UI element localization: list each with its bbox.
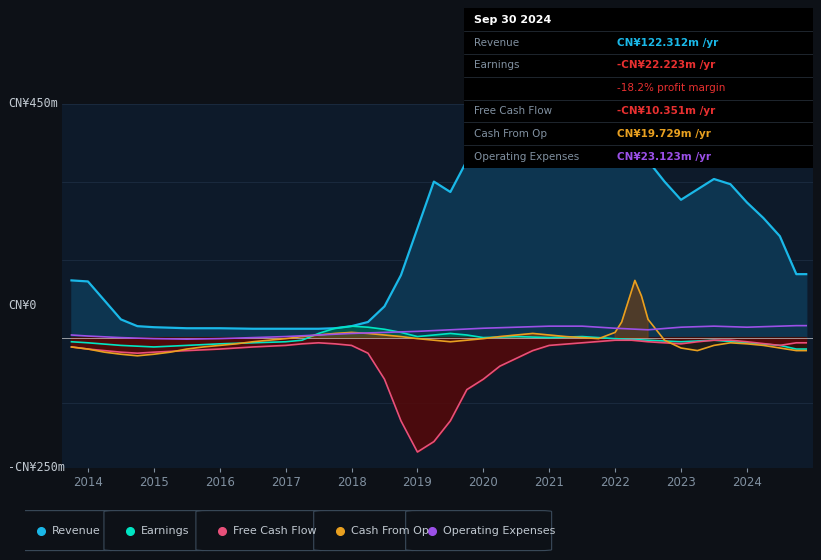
Text: CN¥19.729m /yr: CN¥19.729m /yr [617,129,711,139]
Text: Operating Expenses: Operating Expenses [475,152,580,162]
Text: Cash From Op: Cash From Op [351,526,429,535]
Text: -CN¥22.223m /yr: -CN¥22.223m /yr [617,60,716,71]
FancyBboxPatch shape [406,511,552,550]
FancyBboxPatch shape [196,511,328,550]
Text: Cash From Op: Cash From Op [475,129,548,139]
Text: Free Cash Flow: Free Cash Flow [233,526,317,535]
Text: Earnings: Earnings [141,526,190,535]
Text: CN¥122.312m /yr: CN¥122.312m /yr [617,38,718,48]
Text: Sep 30 2024: Sep 30 2024 [475,15,552,25]
FancyBboxPatch shape [104,511,209,550]
FancyBboxPatch shape [314,511,420,550]
Text: CN¥0: CN¥0 [8,298,37,312]
Text: Revenue: Revenue [475,38,520,48]
Text: Free Cash Flow: Free Cash Flow [475,106,553,116]
Text: Operating Expenses: Operating Expenses [443,526,555,535]
Text: Earnings: Earnings [475,60,520,71]
Text: CN¥450m: CN¥450m [8,97,58,110]
FancyBboxPatch shape [15,511,117,550]
Text: Revenue: Revenue [53,526,101,535]
Text: -18.2% profit margin: -18.2% profit margin [617,83,726,93]
Text: -CN¥250m: -CN¥250m [8,461,65,474]
Text: -CN¥10.351m /yr: -CN¥10.351m /yr [617,106,716,116]
Text: CN¥23.123m /yr: CN¥23.123m /yr [617,152,711,162]
